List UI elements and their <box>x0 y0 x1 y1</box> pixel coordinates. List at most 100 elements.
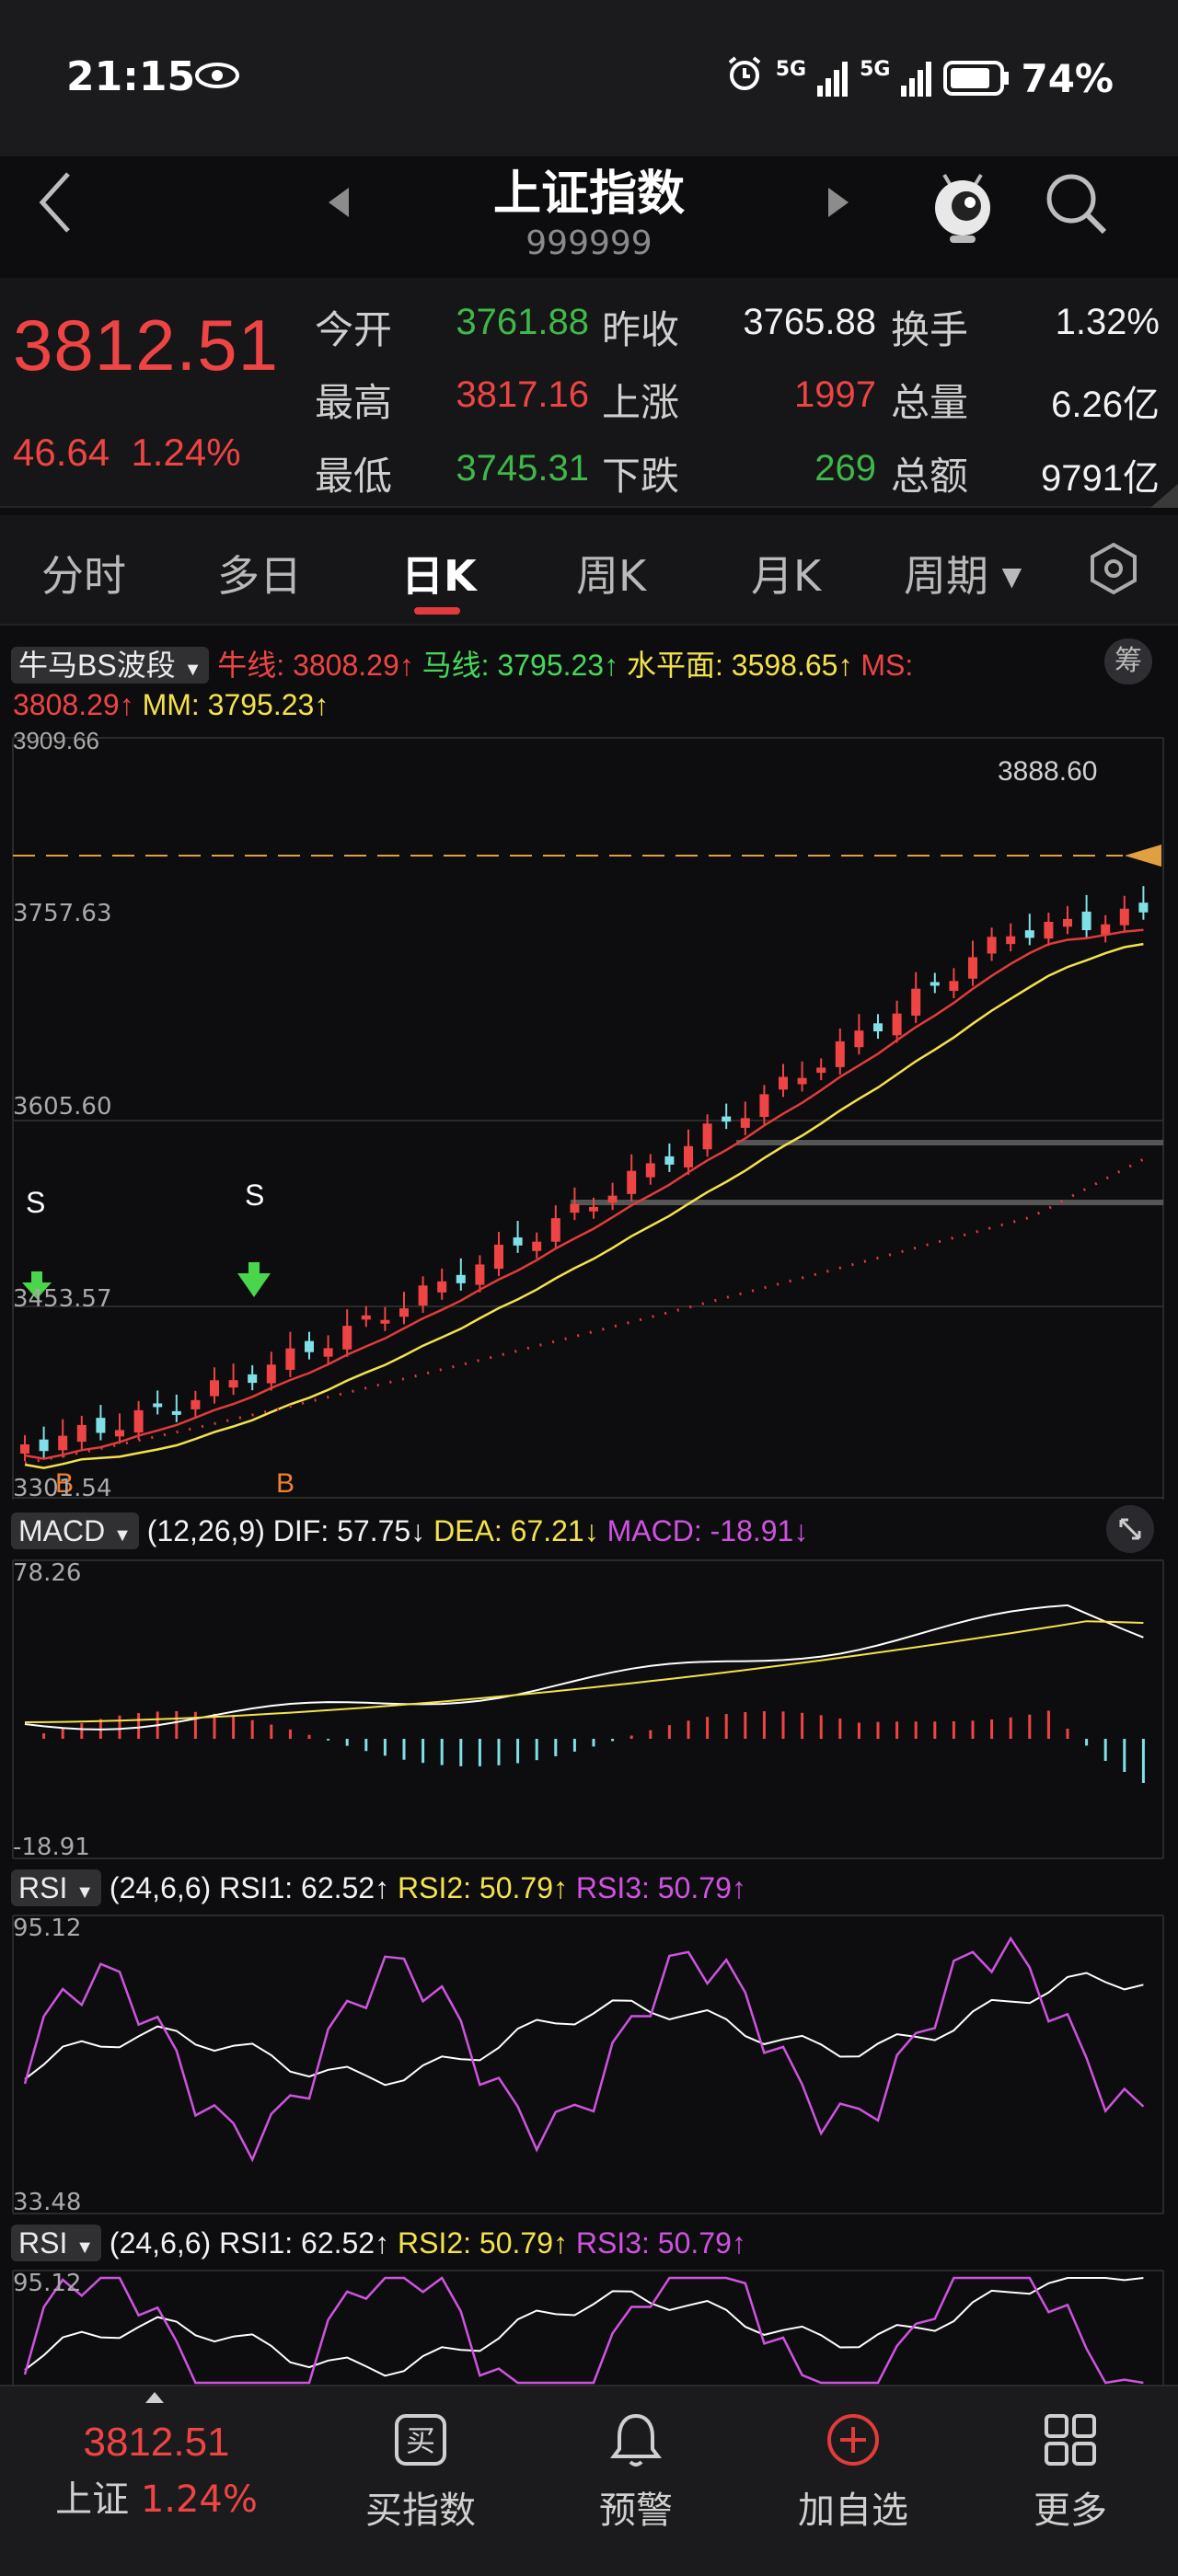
label-open: 今开 <box>315 307 393 352</box>
candle <box>1101 924 1111 936</box>
status-time: 21:15 <box>66 53 196 100</box>
caret-down-icon: ▼ <box>75 2237 95 2258</box>
macd-chart[interactable]: 78.26 -18.91 <box>0 1558 1178 1862</box>
label-volume: 总量 <box>891 380 969 425</box>
tab-daily-k[interactable]: 日K <box>401 551 477 601</box>
value-open: 3761.88 <box>456 302 589 342</box>
tab-intraday[interactable]: 分时 <box>41 551 126 601</box>
expand-corner-icon[interactable] <box>1150 484 1178 508</box>
candle <box>550 1218 560 1242</box>
value-amount: 9791亿 <box>1041 458 1160 499</box>
tab-multiday[interactable]: 多日 <box>217 551 302 601</box>
candle <box>437 1281 447 1293</box>
candle <box>399 1308 409 1317</box>
change-percent: 1.24% <box>131 431 241 474</box>
tab-monthly-k[interactable]: 月K <box>751 551 822 601</box>
max-price-label: 3888.60 <box>998 756 1097 787</box>
label-low: 最低 <box>315 454 393 499</box>
buy-icon: 买 <box>395 2414 446 2466</box>
caret-up-icon[interactable] <box>145 2392 164 2403</box>
back-button[interactable] <box>37 170 74 238</box>
value-prev-close: 3765.88 <box>743 302 876 342</box>
candle <box>133 1409 144 1433</box>
candle <box>248 1374 258 1384</box>
tab-period[interactable]: 周期 ▼ <box>904 543 1022 604</box>
triangle-left-icon <box>329 188 349 217</box>
bull-line-value: 牛线: 3808.29↑ <box>217 649 414 682</box>
candle <box>570 1203 580 1213</box>
signal-bars-icon-2 <box>901 62 932 97</box>
alarm-icon <box>724 53 765 103</box>
label-prev-close: 昨收 <box>602 307 680 352</box>
buy-index-button[interactable]: 买 买指数 <box>342 2410 499 2534</box>
y-label-4: 3453.57 <box>13 1285 112 1313</box>
y-label-top: 3909.66 <box>13 727 99 754</box>
more-button[interactable]: 更多 <box>992 2410 1149 2534</box>
triangle-right-icon <box>828 188 849 217</box>
mascot-button[interactable] <box>926 162 999 248</box>
add-watchlist-button[interactable]: 加自选 <box>775 2410 931 2534</box>
candle <box>702 1123 712 1150</box>
rsi2-line-magenta <box>23 2276 1144 2385</box>
candle <box>305 1340 314 1352</box>
signal-buy-1: B <box>55 1468 74 1499</box>
caret-down-icon: ▼ <box>113 1525 132 1546</box>
kline-chart[interactable]: S S B B 3909.66 3757.63 3605.60 3453.57 … <box>0 727 1178 1500</box>
rsi-selector[interactable]: RSI ▼ <box>11 1869 102 1906</box>
indicator-selector[interactable]: 牛马BS波段 ▼ <box>11 647 210 684</box>
rsi2-selector[interactable]: RSI ▼ <box>11 2225 102 2261</box>
y-label-bottom: 3301.54 <box>13 1475 112 1500</box>
dif-line <box>24 1604 1144 1731</box>
eye-icon <box>193 61 241 94</box>
candle <box>171 1410 181 1415</box>
value-high: 3817.16 <box>456 374 589 415</box>
price-change: 46.64 1.24% <box>13 431 241 475</box>
candle <box>475 1264 485 1285</box>
candle <box>816 1067 826 1074</box>
summary-name: 上证 <box>55 2478 130 2521</box>
candle <box>380 1319 390 1324</box>
summary-percent: 1.24% <box>140 2478 258 2521</box>
candle <box>96 1418 106 1433</box>
tab-weekly-k[interactable]: 周K <box>576 551 647 601</box>
settings-button[interactable] <box>1086 541 1141 600</box>
chip-distribution-button[interactable]: 筹 <box>1104 638 1152 684</box>
macd-params: (12,26,9) <box>146 1514 265 1547</box>
horse-line <box>24 942 1144 1469</box>
candle <box>58 1435 68 1451</box>
label-high: 最高 <box>315 380 393 425</box>
indicator-selector-label: 牛马BS波段 <box>18 649 176 682</box>
candle <box>285 1348 295 1370</box>
candle <box>835 1041 845 1067</box>
macd-dea: DEA: 67.21↓ <box>433 1514 599 1547</box>
expand-arrows-icon <box>1119 1518 1141 1540</box>
rsi-chart[interactable]: 95.12 33.48 <box>0 1914 1178 2217</box>
alert-label: 预警 <box>599 2490 673 2532</box>
candle <box>645 1163 655 1178</box>
rsi3-value: RSI3: 50.79↑ <box>575 1871 746 1904</box>
candle <box>684 1145 693 1167</box>
candle <box>76 1424 87 1443</box>
value-decliners: 269 <box>814 448 876 489</box>
candle <box>323 1348 333 1357</box>
candle <box>20 1444 29 1454</box>
macd-value: MACD: -18.91↓ <box>606 1514 809 1547</box>
y-label-2: 3757.63 <box>13 900 112 927</box>
macd-selector[interactable]: MACD ▼ <box>11 1512 139 1549</box>
candle <box>532 1241 542 1251</box>
chevron-left-icon <box>39 172 70 233</box>
rsi2-rsi2-value: RSI2: 50.79↑ <box>397 2226 568 2260</box>
rsi-chart-2[interactable]: 95.12 <box>0 2269 1178 2385</box>
fullscreen-button[interactable] <box>1106 1505 1154 1553</box>
index-summary[interactable]: 3812.51 上证 1.24% <box>37 2420 276 2523</box>
candle <box>1006 936 1016 945</box>
value-low: 3745.31 <box>456 448 589 489</box>
y-label-3: 3605.60 <box>13 1093 112 1121</box>
bell-icon <box>610 2413 662 2467</box>
alert-button[interactable]: 预警 <box>558 2410 714 2534</box>
plus-circle-icon <box>827 2414 879 2466</box>
next-index-button[interactable] <box>826 186 850 223</box>
horse-line-value: 马线: 3795.23↑ <box>422 649 619 682</box>
search-button[interactable] <box>1044 171 1108 239</box>
prev-index-button[interactable] <box>327 186 351 223</box>
